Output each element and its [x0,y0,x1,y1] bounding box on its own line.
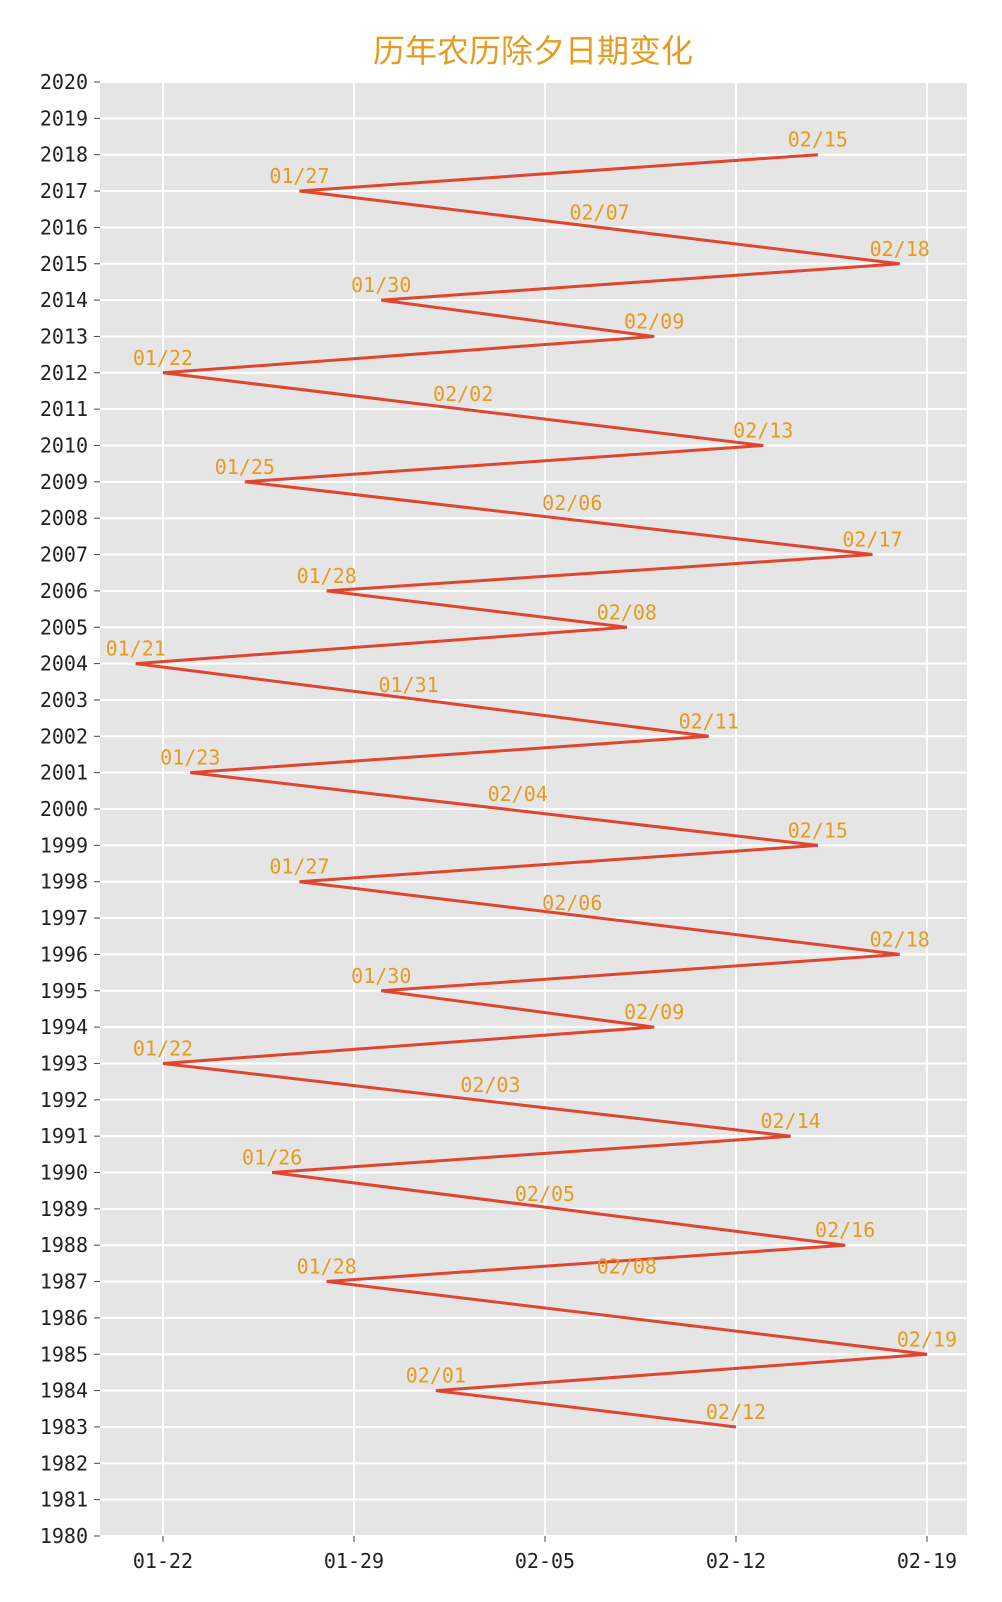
x-tick-label: 01-22 [133,1549,193,1573]
chart-title: 历年农历除夕日期变化 [373,32,693,70]
y-tick-label: 2001 [40,761,88,785]
y-tick-label: 2016 [40,215,88,239]
y-tick-label: 2014 [40,288,88,312]
y-tick-label: 1991 [40,1124,88,1148]
data-label: 02/01 [406,1364,466,1388]
data-label: 02/15 [788,128,848,152]
data-label: 02/02 [433,382,493,406]
y-tick-label: 2006 [40,579,88,603]
data-label: 02/04 [488,782,548,806]
data-label: 01/30 [351,273,411,297]
data-label: 01/22 [133,346,193,370]
y-tick-label: 2007 [40,543,88,567]
data-label: 02/08 [597,600,657,624]
x-tick-label: 02-19 [897,1549,957,1573]
data-label: 02/11 [679,709,739,733]
y-tick-label: 1992 [40,1088,88,1112]
y-tick-label: 2012 [40,361,88,385]
data-label: 02/07 [569,200,629,224]
y-tick-label: 2008 [40,506,88,530]
data-label: 02/17 [842,528,902,552]
y-tick-label: 1987 [40,1270,88,1294]
data-label: 01/28 [297,564,357,588]
data-label: 01/31 [378,673,438,697]
y-tick-label: 1983 [40,1415,88,1439]
y-tick-label: 1980 [40,1524,88,1548]
y-axis-ticks: 1980 1981 1982 1983 1984 1985 1986 1987 1988 1989… [40,70,100,1548]
y-tick-label: 1989 [40,1197,88,1221]
y-tick-label: 2020 [40,70,88,94]
data-label: 01/30 [351,964,411,988]
data-label: 02/18 [870,237,930,261]
data-label: 02/14 [760,1109,820,1133]
y-tick-label: 2009 [40,470,88,494]
y-tick-label: 2004 [40,652,88,676]
data-label: 02/16 [815,1218,875,1242]
data-label: 01/27 [269,164,329,188]
y-tick-label: 2013 [40,324,88,348]
data-label: 01/22 [133,1036,193,1060]
y-tick-label: 2019 [40,106,88,130]
data-label: 02/09 [624,1000,684,1024]
data-label: 02/09 [624,309,684,333]
data-label: 02/03 [460,1073,520,1097]
y-tick-label: 2015 [40,252,88,276]
y-tick-label: 1988 [40,1233,88,1257]
y-tick-label: 1984 [40,1379,88,1403]
y-tick-label: 1995 [40,979,88,1003]
data-label: 02/13 [733,419,793,443]
y-tick-label: 1997 [40,906,88,930]
data-label: 01/28 [297,1255,357,1279]
x-axis-ticks: 01-22 01-29 02-05 02-12 02-19 [133,1536,957,1573]
y-tick-label: 2002 [40,724,88,748]
data-label: 01/26 [242,1146,302,1170]
data-label: 02/06 [542,491,602,515]
y-tick-label: 1994 [40,1015,88,1039]
y-tick-label: 1993 [40,1051,88,1075]
y-tick-label: 2003 [40,688,88,712]
data-label: 02/15 [788,818,848,842]
data-label: 02/19 [897,1327,957,1351]
series-line [135,153,928,1429]
y-tick-label: 1985 [40,1342,88,1366]
y-tick-label: 2010 [40,434,88,458]
y-tick-label: 2000 [40,797,88,821]
x-tick-label: 02-12 [706,1549,766,1573]
data-label: 02/18 [870,927,930,951]
y-tick-label: 1986 [40,1306,88,1330]
y-tick-label: 1981 [40,1488,88,1512]
y-tick-label: 1990 [40,1161,88,1185]
data-labels: 02/12 02/01 02/19 02/08 01/28 02/16 02/05 01/26… [106,128,958,1424]
data-label: 01/23 [160,746,220,770]
y-tick-label: 1982 [40,1451,88,1475]
data-label: 02/06 [542,891,602,915]
grid-lines [100,81,967,1537]
x-tick-label: 02-05 [515,1549,575,1573]
data-label: 02/05 [515,1182,575,1206]
y-tick-label: 1999 [40,833,88,857]
y-tick-label: 2005 [40,615,88,639]
y-tick-label: 1996 [40,942,88,966]
y-tick-label: 1998 [40,870,88,894]
data-label: 02/08 [597,1255,657,1279]
data-label: 01/25 [215,455,275,479]
x-tick-label: 01-29 [324,1549,384,1573]
y-tick-label: 2018 [40,143,88,167]
data-label: 01/21 [106,637,166,661]
y-tick-label: 2011 [40,397,88,421]
data-label: 02/12 [706,1400,766,1424]
data-label: 01/27 [269,855,329,879]
y-tick-label: 2017 [40,179,88,203]
